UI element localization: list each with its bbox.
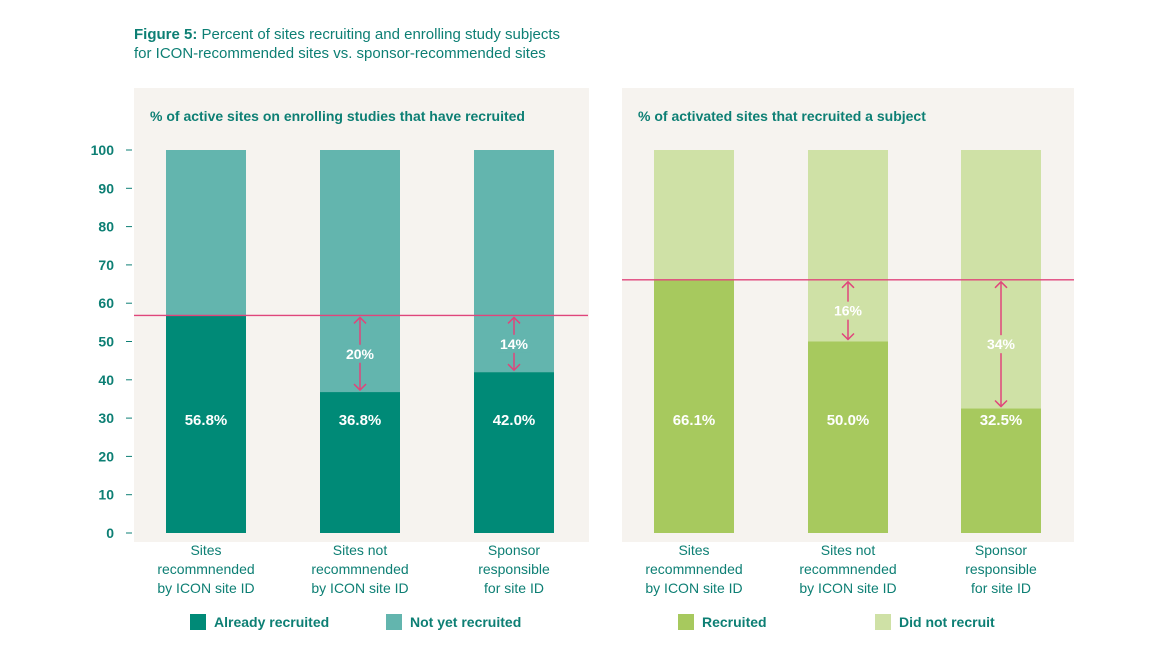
y-tick-label: 30 — [98, 410, 114, 426]
category-label-line: Sites — [678, 542, 709, 558]
gap-label: 14% — [500, 336, 529, 352]
gap-arrow-head-down — [507, 363, 521, 372]
legend-label-recruited: Recruited — [702, 614, 767, 630]
bar-segment-recruited — [808, 341, 888, 533]
category-label-line: Sites — [190, 542, 221, 558]
category-label: Sites not recommnended by ICON site ID — [799, 542, 896, 596]
bar-value-label: 32.5% — [980, 412, 1023, 429]
bar-value-label: 56.8% — [185, 412, 228, 429]
right-chart-title: % of activated sites that recruited a su… — [638, 108, 926, 124]
bar-segment-already-recruited — [166, 315, 246, 533]
category-label-line: recommnended — [799, 561, 896, 577]
category-label-line: Sites not — [821, 542, 876, 558]
category-label: Sites recommnended by ICON site ID — [645, 542, 742, 596]
gap-arrow-head-up — [353, 316, 367, 324]
gap-arrow-head-down — [841, 332, 855, 341]
bar-segment-recruited — [654, 279, 734, 533]
category-label-line: Sponsor — [488, 542, 540, 558]
figure-title-line1: Percent of sites recruiting and enrollin… — [201, 26, 561, 43]
category-label-line: by ICON site ID — [311, 580, 408, 596]
category-label: Sponsor responsible for site ID — [478, 542, 550, 596]
bar-value-label: 42.0% — [493, 412, 536, 429]
category-label-line: for site ID — [484, 580, 544, 596]
category-label-line: Sponsor — [975, 542, 1027, 558]
y-tick-label: 40 — [98, 372, 114, 388]
legend-label-already-recruited: Already recruited — [214, 614, 330, 630]
category-label-line: Sites not — [333, 542, 388, 558]
bar-segment-not-yet-recruited — [166, 150, 246, 316]
figure-label: Figure 5: — [134, 26, 198, 43]
y-tick-label: 100 — [91, 142, 115, 158]
category-label-line: responsible — [965, 561, 1037, 577]
bar-value-label: 66.1% — [673, 412, 716, 429]
legend-swatch-did-not-recruit — [875, 614, 891, 630]
category-label-line: responsible — [478, 561, 550, 577]
bar-value-label: 36.8% — [339, 412, 382, 429]
y-tick-label: 80 — [98, 219, 114, 235]
figure-title: Figure 5: Percent of sites recruiting an… — [134, 25, 560, 63]
left-chart-title: % of active sites on enrolling studies t… — [150, 108, 525, 124]
y-tick-label: 70 — [98, 257, 114, 273]
figure-title-line2: for ICON-recommended sites vs. sponsor-r… — [134, 45, 546, 62]
category-label-line: recommnended — [157, 561, 254, 577]
gap-arrow-head-up — [841, 280, 855, 289]
gap-label: 34% — [987, 336, 1016, 352]
gap-label: 20% — [346, 346, 375, 362]
y-tick-label: 0 — [106, 525, 114, 541]
y-tick-label: 10 — [98, 487, 114, 503]
legend-label-not-yet-recruited: Not yet recruited — [410, 614, 522, 630]
category-label-line: by ICON site ID — [157, 580, 254, 596]
bar-value-label: 50.0% — [827, 412, 870, 429]
y-tick-label: 50 — [98, 334, 114, 350]
y-tick-label: 60 — [98, 295, 114, 311]
legend-did-not-recruit: Did not recruit — [875, 614, 995, 630]
gap-label-bg — [984, 335, 1018, 354]
gap-label-bg — [343, 344, 377, 363]
legend-swatch-not-yet-recruited — [386, 614, 402, 630]
legend-label-did-not-recruit: Did not recruit — [899, 614, 995, 630]
category-label-line: recommnended — [645, 561, 742, 577]
gap-label-bg — [497, 334, 531, 353]
gap-arrow-head-down — [353, 383, 367, 392]
legend-swatch-recruited — [678, 614, 694, 630]
gap-arrow-head-up — [507, 316, 521, 324]
gap-label-bg — [831, 301, 865, 320]
gap-label: 16% — [834, 303, 863, 319]
gap-arrow-head-up — [994, 280, 1008, 289]
bar-segment-did-not-recruit — [654, 150, 734, 280]
bar-segment-recruited — [961, 408, 1041, 533]
gap-arrow-head-down — [994, 399, 1008, 408]
category-label-line: for site ID — [971, 580, 1031, 596]
category-label: Sites recommnended by ICON site ID — [157, 542, 254, 596]
bar-segment-already-recruited — [474, 372, 554, 533]
bar-segment-already-recruited — [320, 392, 400, 533]
legend-recruited: Recruited — [678, 614, 767, 630]
category-label-line: by ICON site ID — [799, 580, 896, 596]
y-tick-label: 20 — [98, 448, 114, 464]
category-label: Sites not recommnended by ICON site ID — [311, 542, 408, 596]
category-label-line: by ICON site ID — [645, 580, 742, 596]
legend-not-yet-recruited: Not yet recruited — [386, 614, 521, 630]
category-label-line: recommnended — [311, 561, 408, 577]
category-label: Sponsor responsible for site ID — [965, 542, 1037, 596]
legend-already-recruited: Already recruited — [190, 614, 329, 630]
y-tick-label: 90 — [98, 180, 114, 196]
legend-swatch-already-recruited — [190, 614, 206, 630]
